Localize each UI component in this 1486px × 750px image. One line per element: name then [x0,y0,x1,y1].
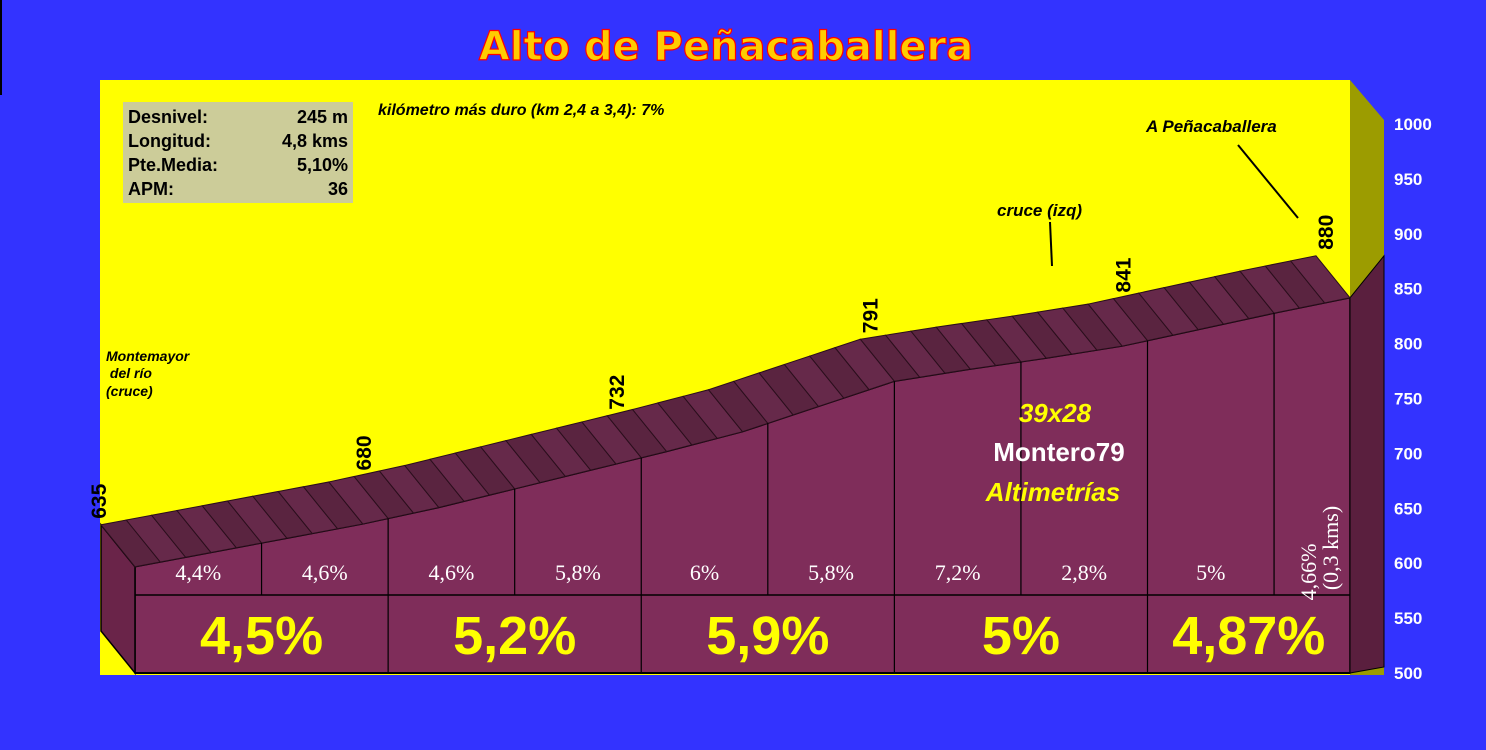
junction-annotation: cruce (izq) [997,201,1082,220]
credit-gear: 39x28 [1019,398,1092,428]
last-segment-gradient: 4,66% [1296,544,1321,601]
stat-label-longitud: Longitud: [128,131,211,151]
junction-pointer [1049,221,1053,267]
stat-label-desnivel: Desnivel: [128,107,208,127]
altitude-point-label: 880 [1315,215,1338,250]
start-annotation-line-2: del río [106,365,152,381]
summit-pointer [1237,144,1299,219]
half-km-gradient-label: 5% [1196,560,1225,585]
km-gradient-label: 4,87% [1172,606,1325,666]
y-tick-label: 550 [1394,609,1422,628]
stat-value-apm: 36 [328,179,348,199]
profile-right-wall [1349,254,1385,674]
stat-value-pendiente: 5,10% [297,155,348,175]
half-km-gradient-label: 6% [690,560,719,585]
half-km-gradient-label: 7,2% [935,560,981,585]
last-segment-length: (0,3 kms) [1318,506,1343,590]
stats-box: Desnivel: 245 m Longitud: 4,8 kms Pte.Me… [123,102,353,203]
stats-box-background [123,102,353,203]
half-km-gradient-label: 4,4% [175,560,221,585]
y-tick-label: 850 [1394,280,1422,299]
credit-site: Altimetrías [985,477,1120,507]
y-tick-label: 750 [1394,390,1422,409]
y-axis: 1000 950 900 850 800 750 700 650 600 550 500 [1394,115,1432,683]
start-annotation-line-1: Montemayor [106,348,191,364]
altitude-point-label: 732 [606,375,629,410]
chart-title: Alto de Peñacaballera [479,24,973,70]
y-tick-label: 950 [1394,170,1422,189]
km-gradient-label: 4,5% [200,606,323,666]
summit-annotation: A Peñacaballera [1145,117,1277,136]
half-km-gradient-label: 2,8% [1061,560,1107,585]
stat-value-desnivel: 245 m [297,107,348,127]
stat-label-apm: APM: [128,179,174,199]
point-labels: 635 680 732 791 841 880 [88,215,1338,519]
altitude-point-label: 791 [859,298,882,333]
half-km-gradient-label: 4,6% [428,560,474,585]
hardest-km-note: kilómetro más duro (km 2,4 a 3,4): 7% [378,102,664,119]
half-km-gradient-label: 5,8% [555,560,601,585]
profile-top-strip [1289,255,1351,304]
y-tick-label: 650 [1394,499,1422,518]
altitude-point-label: 680 [353,435,376,470]
km-gradient-label: 5,2% [453,606,576,666]
y-tick-label: 600 [1394,554,1422,573]
segments: 4,4% 4,6% 4,6% 5,8% 6% 5,8% 7,2% 2,8% 5% 4,66%(0,… [135,313,1350,674]
y-tick-label: 900 [1394,225,1422,244]
y-tick-label: 700 [1394,444,1422,463]
altitude-point-label: 841 [1113,257,1136,292]
km-gradient-label: 5,9% [706,606,829,666]
half-km-gradient-label: 5,8% [808,560,854,585]
credit-author: Montero79 [993,437,1124,467]
half-km-gradient-label: 4,6% [302,560,348,585]
altitude-point-label: 635 [88,483,111,518]
annotations: Montemayor del río (cruce) cruce (izq) A… [106,117,1299,399]
profile [100,254,1385,676]
y-tick-label: 800 [1394,335,1422,354]
y-tick-label: 1000 [1394,115,1432,134]
start-annotation-line-3: (cruce) [106,383,153,399]
credits: 39x28 Montero79 Altimetrías [985,398,1125,507]
stat-label-pendiente: Pte.Media: [128,155,218,175]
km-gradient-label: 5% [982,606,1060,666]
y-tick-label: 500 [1394,664,1422,683]
stat-value-longitud: 4,8 kms [282,131,348,151]
